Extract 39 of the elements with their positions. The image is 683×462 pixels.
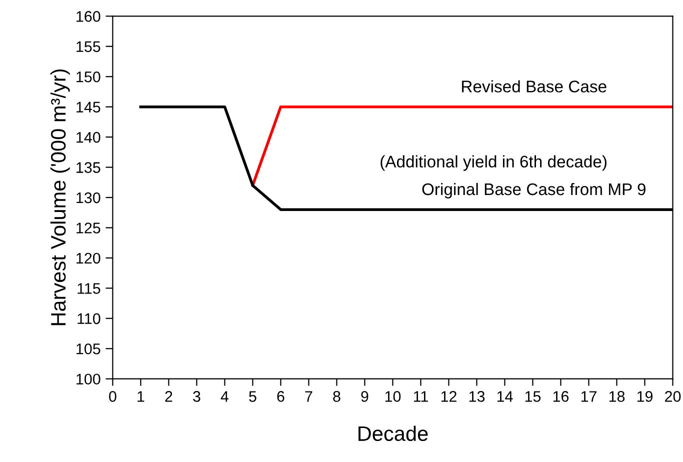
annotation: (Additional yield in 6th decade) <box>380 155 606 171</box>
y-tick-label: 100 <box>76 374 100 385</box>
y-tick-label: 110 <box>78 313 100 324</box>
x-tick-label: 1 <box>138 391 144 402</box>
y-tick-label: 115 <box>78 283 100 294</box>
y-tick-label: 150 <box>76 71 100 82</box>
y-tick-label: 120 <box>76 252 100 264</box>
y-tick-label: 145 <box>76 102 100 113</box>
y-tick-label: 105 <box>76 343 100 354</box>
x-tick-label: 6 <box>277 391 284 402</box>
x-tick-label: 10 <box>385 391 401 402</box>
y-tick-label: 155 <box>76 41 100 52</box>
x-tick-label: 9 <box>361 391 368 402</box>
x-tick-label: 18 <box>609 391 625 402</box>
x-tick-label: 15 <box>525 391 541 402</box>
y-axis-title: Harvest Volume ('000 m³/yr) <box>50 69 70 326</box>
y-tick-label: 135 <box>76 162 100 173</box>
x-tick-label: 17 <box>581 391 596 402</box>
x-tick-label: 14 <box>497 391 513 402</box>
x-tick-label: 8 <box>333 391 340 402</box>
x-axis-title: Decade <box>358 426 428 442</box>
y-tick-label: 160 <box>76 11 100 22</box>
x-tick-label: 3 <box>193 391 200 402</box>
x-tick-label: 11 <box>414 391 428 402</box>
x-tick-label: 16 <box>553 391 569 402</box>
series-label: Original Base Case from MP 9 <box>422 182 646 198</box>
x-tick-label: 2 <box>165 391 172 402</box>
x-tick-label: 4 <box>220 391 229 402</box>
y-tick-label: 140 <box>76 132 100 143</box>
x-tick-label: 13 <box>469 391 485 402</box>
y-tick-label: 125 <box>76 222 100 234</box>
series-label: Revised Base Case <box>462 80 606 92</box>
x-tick-label: 5 <box>249 391 256 402</box>
x-tick-label: 19 <box>637 391 653 402</box>
x-tick-label: 20 <box>665 391 681 402</box>
x-tick-label: 12 <box>441 391 456 402</box>
y-tick-label: 130 <box>76 192 100 204</box>
x-tick-label: 0 <box>109 391 116 402</box>
x-tick-label: 7 <box>305 391 312 402</box>
